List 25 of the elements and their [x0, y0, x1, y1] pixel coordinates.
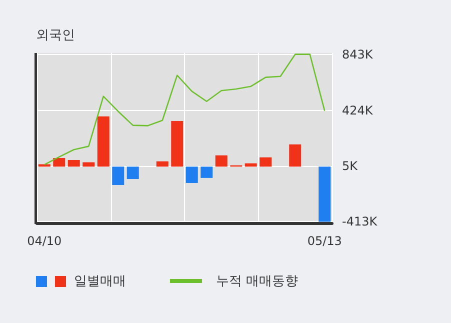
bar — [200, 166, 213, 178]
bar — [82, 162, 95, 167]
bar — [112, 166, 124, 185]
bar — [68, 160, 80, 167]
bar — [171, 121, 184, 167]
y-tick-label: -413K — [342, 214, 378, 229]
y-tick-label: 843K — [342, 48, 374, 62]
y-tick-label: 424K — [342, 103, 374, 118]
bar — [156, 161, 168, 167]
x-tick-label: 05/13 — [307, 234, 342, 248]
y-tick-label: 5K — [342, 158, 359, 173]
bar — [260, 157, 272, 167]
legend-label: 누적 매매동향 — [216, 273, 298, 290]
bar — [126, 166, 139, 180]
bar — [289, 144, 302, 167]
legend-label: 일별매매 — [74, 273, 126, 290]
bar — [318, 166, 331, 222]
bar — [53, 158, 66, 167]
bar — [97, 116, 110, 167]
chart-title: 외국인 — [36, 27, 75, 44]
line-series — [44, 54, 326, 166]
bar — [244, 163, 257, 167]
bar — [215, 155, 228, 167]
bar — [186, 166, 198, 183]
x-tick-label: 04/10 — [27, 234, 62, 248]
